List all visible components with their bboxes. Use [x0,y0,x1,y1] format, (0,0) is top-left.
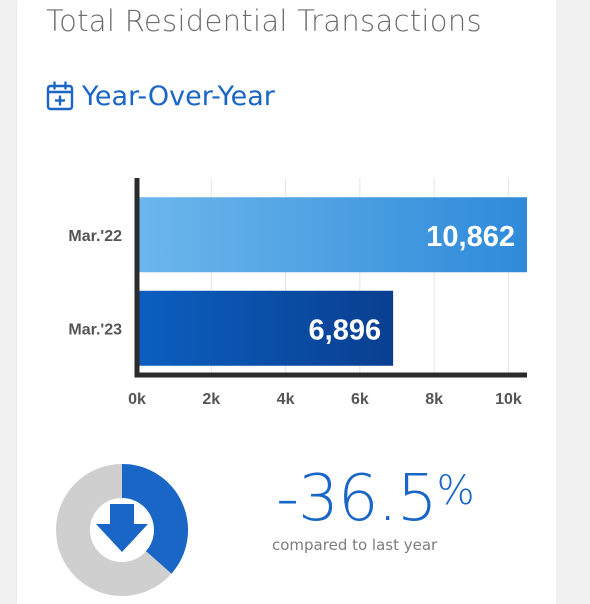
x-tick-label: 8k [425,391,443,408]
page-scrollbar-track[interactable] [556,0,590,604]
arrow-down-icon [96,504,148,552]
x-tick-label: 0k [128,391,146,408]
category-label: Mar.'22 [68,228,122,245]
subtitle-label: Year-Over-Year [82,80,275,112]
donut-progress [121,464,188,574]
change-donut [56,464,188,596]
x-tick-label: 6k [351,391,369,408]
x-tick-label: 2k [202,391,220,408]
x-tick-label: 10k [495,391,522,408]
bar-chart: 10,862 Mar.'22 6,896 Mar.'23 0k 2k 4k 6k 8k 10k [68,178,527,408]
percent-value: -36.5 [276,462,438,536]
comparison-caption: compared to last year [272,536,438,554]
page-title: Total Residential Transactions [46,4,482,38]
subtitle-row: Year-Over-Year [46,78,275,114]
x-tick-label: 4k [277,391,295,408]
bar-value-label: 6,896 [309,314,382,346]
category-label: Mar.'23 [68,321,122,338]
bar [137,197,527,273]
percent-change: -36.5% [276,462,475,536]
percent-sign: % [436,468,475,514]
bar-value-label: 10,862 [426,221,515,253]
bar [137,290,394,366]
calendar-plus-icon [46,81,74,111]
